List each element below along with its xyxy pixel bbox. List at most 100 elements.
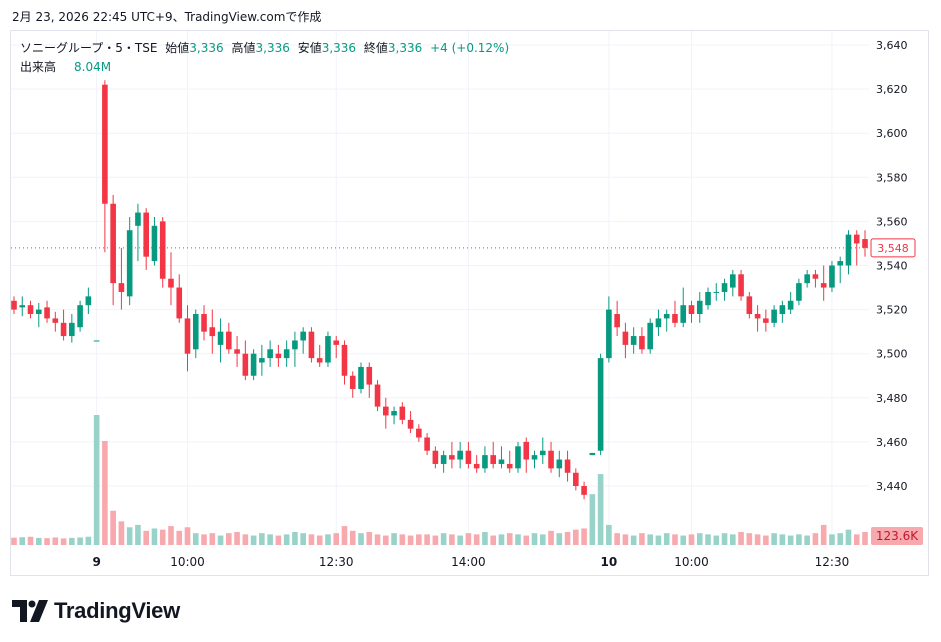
candle-body bbox=[27, 305, 34, 315]
volume-bar bbox=[424, 534, 430, 545]
candle-body bbox=[787, 300, 794, 310]
candle-body bbox=[44, 307, 50, 319]
volume-bar bbox=[93, 415, 100, 545]
price-tick-label: 3,560 bbox=[876, 215, 908, 228]
volume-bar bbox=[308, 534, 315, 545]
volume-label[interactable]: 出来高 bbox=[20, 60, 57, 74]
candle-body bbox=[151, 225, 158, 262]
candle-body bbox=[647, 322, 653, 350]
candle-body bbox=[465, 450, 472, 464]
volume-bar bbox=[201, 534, 207, 545]
volume-bar bbox=[705, 534, 711, 545]
candle-body bbox=[754, 314, 761, 319]
volume-bar bbox=[573, 529, 579, 545]
volume-bar bbox=[11, 537, 17, 545]
volume-bar bbox=[259, 533, 265, 545]
tradingview-logo-icon bbox=[12, 600, 48, 622]
candle-body bbox=[168, 278, 174, 288]
volume-bar bbox=[465, 533, 472, 545]
volume-bar bbox=[647, 534, 653, 545]
price-tick-label: 3,520 bbox=[876, 304, 908, 317]
volume-legend: 出来高 8.04M bbox=[20, 58, 111, 75]
candle-body bbox=[796, 283, 802, 301]
tradingview-logo[interactable]: TradingView bbox=[12, 598, 180, 624]
candle-body bbox=[135, 212, 141, 226]
candle-body bbox=[630, 336, 637, 345]
candle-body bbox=[639, 336, 645, 350]
candle-body bbox=[523, 441, 530, 460]
candle-body bbox=[432, 450, 439, 464]
volume-bar bbox=[531, 533, 538, 545]
candle-body bbox=[192, 314, 199, 350]
volume-bar bbox=[663, 533, 670, 545]
price-tick-label: 3,620 bbox=[876, 83, 908, 96]
candle-body bbox=[597, 358, 604, 451]
volume-bars bbox=[11, 415, 868, 545]
volume-bar bbox=[192, 533, 199, 545]
volume-bar bbox=[829, 534, 835, 545]
candle-body bbox=[556, 459, 563, 469]
volume-bar bbox=[473, 534, 480, 545]
candle-body bbox=[52, 318, 59, 323]
candle-body bbox=[349, 375, 356, 389]
candle-body bbox=[837, 261, 844, 266]
candle-body bbox=[506, 463, 513, 469]
volume-bar bbox=[837, 533, 844, 545]
candle-body bbox=[316, 358, 323, 363]
candle-body bbox=[159, 221, 166, 279]
price-tick-label: 3,580 bbox=[876, 171, 908, 184]
volume-bar bbox=[763, 535, 769, 545]
volume-bar bbox=[110, 510, 116, 545]
candle-body bbox=[234, 349, 240, 354]
candle-body bbox=[812, 274, 819, 279]
volume-bar bbox=[564, 532, 571, 545]
close-label: 終値 bbox=[363, 41, 388, 55]
volume-bar bbox=[102, 441, 108, 545]
candle-body bbox=[118, 283, 125, 292]
candle-body bbox=[862, 239, 868, 248]
candle-body bbox=[366, 366, 373, 385]
candle-body bbox=[69, 322, 75, 337]
volume-bar bbox=[391, 533, 397, 545]
candle-body bbox=[440, 455, 447, 464]
volume-bar bbox=[853, 534, 860, 545]
volume-bar bbox=[449, 534, 455, 545]
volume-bar bbox=[622, 534, 629, 545]
volume-bar bbox=[482, 532, 488, 545]
volume-bar bbox=[341, 526, 348, 545]
time-tick-label: 14:00 bbox=[451, 555, 486, 569]
volume-bar bbox=[234, 532, 240, 545]
volume-bar bbox=[250, 535, 257, 545]
candle-body bbox=[416, 428, 422, 438]
low-value: 3,336 bbox=[321, 41, 357, 55]
volume-bar bbox=[407, 535, 414, 545]
symbol-label[interactable]: ソニーグループ・5・TSE bbox=[20, 41, 158, 55]
candle-body bbox=[829, 265, 835, 288]
candle-body bbox=[473, 463, 480, 469]
volume-bar bbox=[292, 532, 298, 545]
candle-body bbox=[60, 322, 67, 337]
high-label: 高値 bbox=[231, 41, 256, 55]
candle-body bbox=[696, 300, 703, 315]
volume-bar bbox=[738, 532, 744, 545]
volume-bar bbox=[159, 529, 166, 545]
candle-body bbox=[482, 455, 488, 469]
open-label: 始値 bbox=[165, 41, 190, 55]
volume-bar bbox=[382, 535, 389, 545]
volume-bar bbox=[713, 535, 720, 545]
candle-body bbox=[763, 318, 769, 323]
ohlc-legend: ソニーグループ・5・TSE 始値3,336 高値3,336 安値3,336 終値… bbox=[20, 39, 509, 56]
volume-badge bbox=[871, 527, 923, 545]
price-candles bbox=[11, 80, 868, 500]
candle-body bbox=[259, 358, 265, 363]
volume-bar bbox=[226, 533, 232, 545]
candle-body bbox=[374, 384, 381, 407]
volume-bar bbox=[168, 526, 174, 545]
volume-bar bbox=[655, 535, 662, 545]
volume-bar bbox=[490, 535, 497, 545]
volume-bar bbox=[696, 533, 703, 545]
candle-body bbox=[85, 296, 92, 306]
candle-body bbox=[250, 353, 257, 376]
candle-body bbox=[457, 450, 463, 460]
